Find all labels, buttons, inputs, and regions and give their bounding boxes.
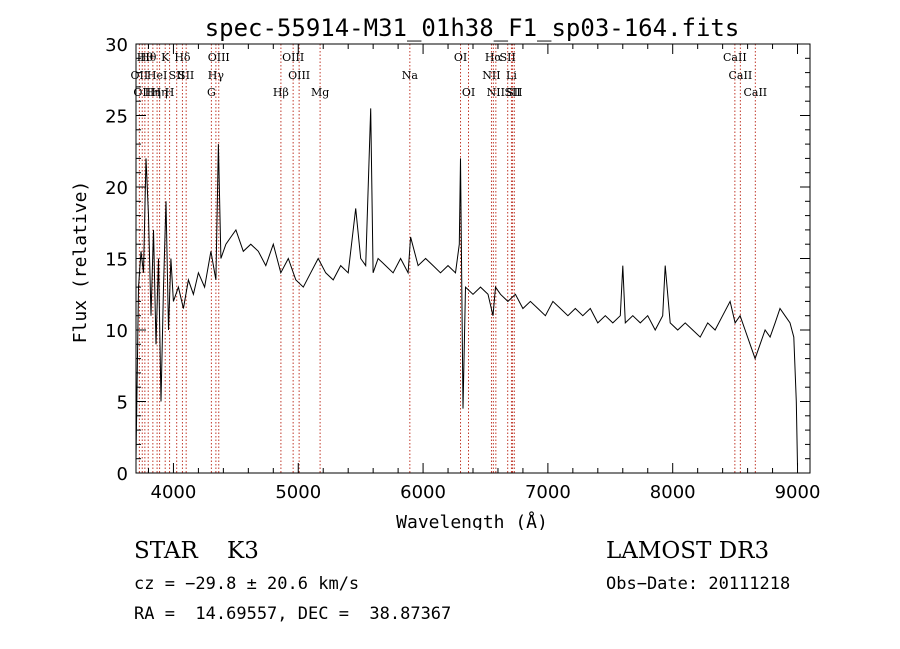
line-label-18: Mg (311, 86, 329, 99)
line-label-21: OI (462, 86, 475, 99)
redshift-text: cz = −29.8 ± 20.6 km/s (134, 574, 360, 594)
line-label-6: Hη (151, 86, 167, 99)
y-tick-label: 30 (105, 35, 128, 56)
line-label-2: Hθ (137, 51, 154, 64)
y-tick-label: 5 (117, 393, 128, 414)
line-label-10: Hδ (174, 51, 191, 64)
x-tick-label: 8000 (650, 482, 696, 503)
line-label-13: Hγ (208, 69, 225, 82)
y-tick-label: 0 (117, 464, 128, 485)
line-label-4: Hη (145, 86, 161, 99)
line-label-3: Hθ (140, 51, 157, 64)
line-label-28: SII (506, 86, 522, 99)
x-tick-label: 5000 (275, 482, 321, 503)
line-label-9: SII (169, 69, 185, 82)
line-label-19: Na (402, 69, 419, 82)
line-label-5: HeI (147, 69, 167, 82)
line-label-1: OII (133, 86, 151, 99)
y-axis-label: Flux (relative) (70, 181, 91, 344)
line-label-8: H (165, 86, 175, 99)
line-label-25: SII (500, 51, 516, 64)
y-tick-label: 25 (105, 107, 128, 128)
x-tick-label: 6000 (400, 482, 446, 503)
spectrum-chart: spec-55914-M31_01h38_F1_sp03-164.fits Fl… (70, 14, 821, 530)
line-label-26: Li (506, 69, 517, 82)
spectral-class-text: STAR K3 (134, 538, 259, 564)
spectral-line-labels: OIIOIIHθHθHηHeIHηKHSIIHδSIIGHγOIIIHβOIII… (131, 51, 768, 99)
line-label-7: K (161, 51, 170, 64)
line-label-15: Hβ (273, 86, 289, 99)
x-axis-ticks: 4000 5000 6000 7000 8000 9000 (147, 44, 821, 503)
line-label-31: CaII (743, 86, 767, 99)
line-label-0: OII (131, 69, 149, 82)
line-label-11: SII (178, 69, 194, 82)
line-label-20: OI (454, 51, 467, 64)
y-tick-label: 20 (105, 178, 128, 199)
x-tick-label: 7000 (525, 482, 571, 503)
coordinates-text: RA = 14.69557, DEC = 38.87367 (134, 604, 452, 624)
y-tick-label: 15 (105, 250, 128, 271)
x-axis-label: Wavelength (Å) (396, 511, 548, 530)
x-tick-label: 9000 (775, 482, 821, 503)
line-label-29: CaII (723, 51, 747, 64)
line-label-27: SII (504, 86, 520, 99)
flux-series-line (135, 108, 798, 466)
line-label-12: G (207, 86, 216, 99)
y-axis-ticks: 0 5 10 15 20 25 30 (105, 35, 810, 485)
survey-name-text: LAMOST DR3 (606, 538, 770, 564)
line-label-23: Hα (485, 51, 503, 64)
plot-frame (135, 43, 811, 474)
line-label-22: NII (482, 69, 500, 82)
chart-title: spec-55914-M31_01h38_F1_sp03-164.fits (205, 14, 740, 42)
spectral-line-markers (138, 44, 756, 473)
line-label-14: OIII (208, 51, 230, 64)
line-label-16: OIII (282, 51, 304, 64)
line-label-30: CaII (729, 69, 753, 82)
observation-date-text: Obs−Date: 20111218 (606, 574, 791, 594)
x-tick-label: 4000 (151, 482, 197, 503)
line-label-24: NII (487, 86, 505, 99)
line-label-17: OIII (288, 69, 310, 82)
y-tick-label: 10 (105, 321, 128, 342)
